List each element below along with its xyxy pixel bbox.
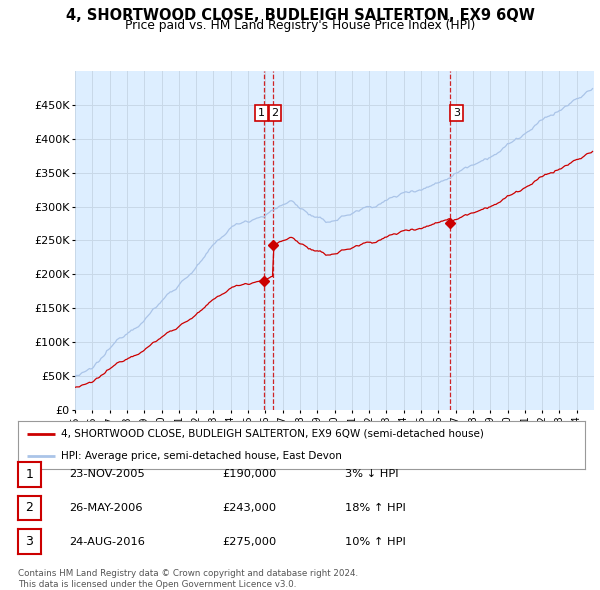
- Text: 23-NOV-2005: 23-NOV-2005: [69, 470, 145, 479]
- Text: 3: 3: [453, 108, 460, 118]
- Text: 2: 2: [272, 108, 278, 118]
- Text: 1: 1: [258, 108, 265, 118]
- Text: £275,000: £275,000: [222, 537, 276, 546]
- Text: £190,000: £190,000: [222, 470, 277, 479]
- Text: 18% ↑ HPI: 18% ↑ HPI: [345, 503, 406, 513]
- Text: 26-MAY-2006: 26-MAY-2006: [69, 503, 143, 513]
- Text: £243,000: £243,000: [222, 503, 276, 513]
- Text: 4, SHORTWOOD CLOSE, BUDLEIGH SALTERTON, EX9 6QW: 4, SHORTWOOD CLOSE, BUDLEIGH SALTERTON, …: [65, 8, 535, 22]
- Text: HPI: Average price, semi-detached house, East Devon: HPI: Average price, semi-detached house,…: [61, 451, 341, 461]
- Text: 4, SHORTWOOD CLOSE, BUDLEIGH SALTERTON, EX9 6QW (semi-detached house): 4, SHORTWOOD CLOSE, BUDLEIGH SALTERTON, …: [61, 429, 484, 439]
- Text: 1: 1: [25, 468, 34, 481]
- Text: Price paid vs. HM Land Registry's House Price Index (HPI): Price paid vs. HM Land Registry's House …: [125, 19, 475, 32]
- Text: Contains HM Land Registry data © Crown copyright and database right 2024.
This d: Contains HM Land Registry data © Crown c…: [18, 569, 358, 589]
- Text: 24-AUG-2016: 24-AUG-2016: [69, 537, 145, 546]
- Text: 2: 2: [25, 502, 34, 514]
- Text: 3% ↓ HPI: 3% ↓ HPI: [345, 470, 398, 479]
- Text: 10% ↑ HPI: 10% ↑ HPI: [345, 537, 406, 546]
- Text: 3: 3: [25, 535, 34, 548]
